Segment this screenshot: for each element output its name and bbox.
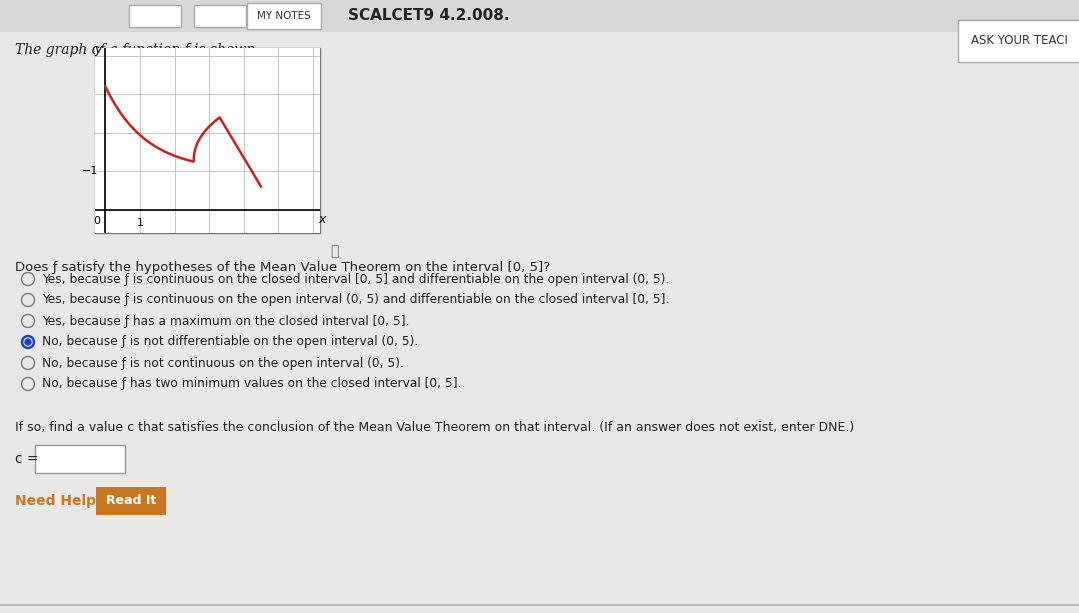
Circle shape — [22, 378, 35, 390]
Circle shape — [22, 315, 35, 327]
Text: Read It: Read It — [106, 495, 156, 508]
Text: x: x — [318, 213, 326, 226]
FancyBboxPatch shape — [96, 487, 166, 515]
Text: −1: −1 — [82, 166, 98, 177]
Text: ASK YOUR TEACI: ASK YOUR TEACI — [971, 34, 1067, 47]
Text: No, because ƒ is not continuous on the open interval (0, 5).: No, because ƒ is not continuous on the o… — [42, 357, 404, 370]
Text: c =: c = — [15, 452, 39, 466]
Text: Does ƒ satisfy the hypotheses of the Mean Value Theorem on the interval [0, 5]?: Does ƒ satisfy the hypotheses of the Mea… — [15, 261, 550, 274]
Circle shape — [22, 357, 35, 369]
Text: Yes, because ƒ is continuous on the open interval (0, 5) and differentiable on t: Yes, because ƒ is continuous on the open… — [42, 294, 669, 306]
Text: The graph of a function ƒ is shown.: The graph of a function ƒ is shown. — [15, 43, 260, 57]
Circle shape — [22, 294, 35, 306]
Text: Need Help?: Need Help? — [15, 494, 105, 508]
Text: Yes, because ƒ is continuous on the closed interval [0, 5] and differentiable on: Yes, because ƒ is continuous on the clos… — [42, 273, 669, 286]
Text: Yes, because ƒ has a maximum on the closed interval [0, 5].: Yes, because ƒ has a maximum on the clos… — [42, 314, 410, 327]
Text: y: y — [94, 44, 101, 56]
FancyBboxPatch shape — [958, 20, 1079, 62]
FancyBboxPatch shape — [194, 5, 246, 27]
Text: ⓘ: ⓘ — [330, 244, 338, 258]
FancyBboxPatch shape — [129, 5, 181, 27]
Text: MY NOTES: MY NOTES — [257, 11, 311, 21]
Circle shape — [22, 335, 35, 349]
Circle shape — [22, 273, 35, 285]
FancyBboxPatch shape — [0, 0, 1079, 32]
Text: 0: 0 — [93, 216, 100, 226]
Text: No, because ƒ is not differentiable on the open interval (0, 5).: No, because ƒ is not differentiable on t… — [42, 335, 419, 349]
FancyBboxPatch shape — [35, 445, 125, 473]
Text: If so, find a value c that satisfies the conclusion of the Mean Value Theorem on: If so, find a value c that satisfies the… — [15, 421, 855, 434]
Circle shape — [24, 338, 32, 346]
FancyBboxPatch shape — [247, 3, 320, 29]
Text: SCALCET9 4.2.008.: SCALCET9 4.2.008. — [349, 9, 509, 23]
FancyBboxPatch shape — [95, 48, 320, 233]
Circle shape — [25, 339, 31, 345]
Text: No, because ƒ has two minimum values on the closed interval [0, 5].: No, because ƒ has two minimum values on … — [42, 378, 462, 390]
Text: 1: 1 — [137, 218, 144, 229]
